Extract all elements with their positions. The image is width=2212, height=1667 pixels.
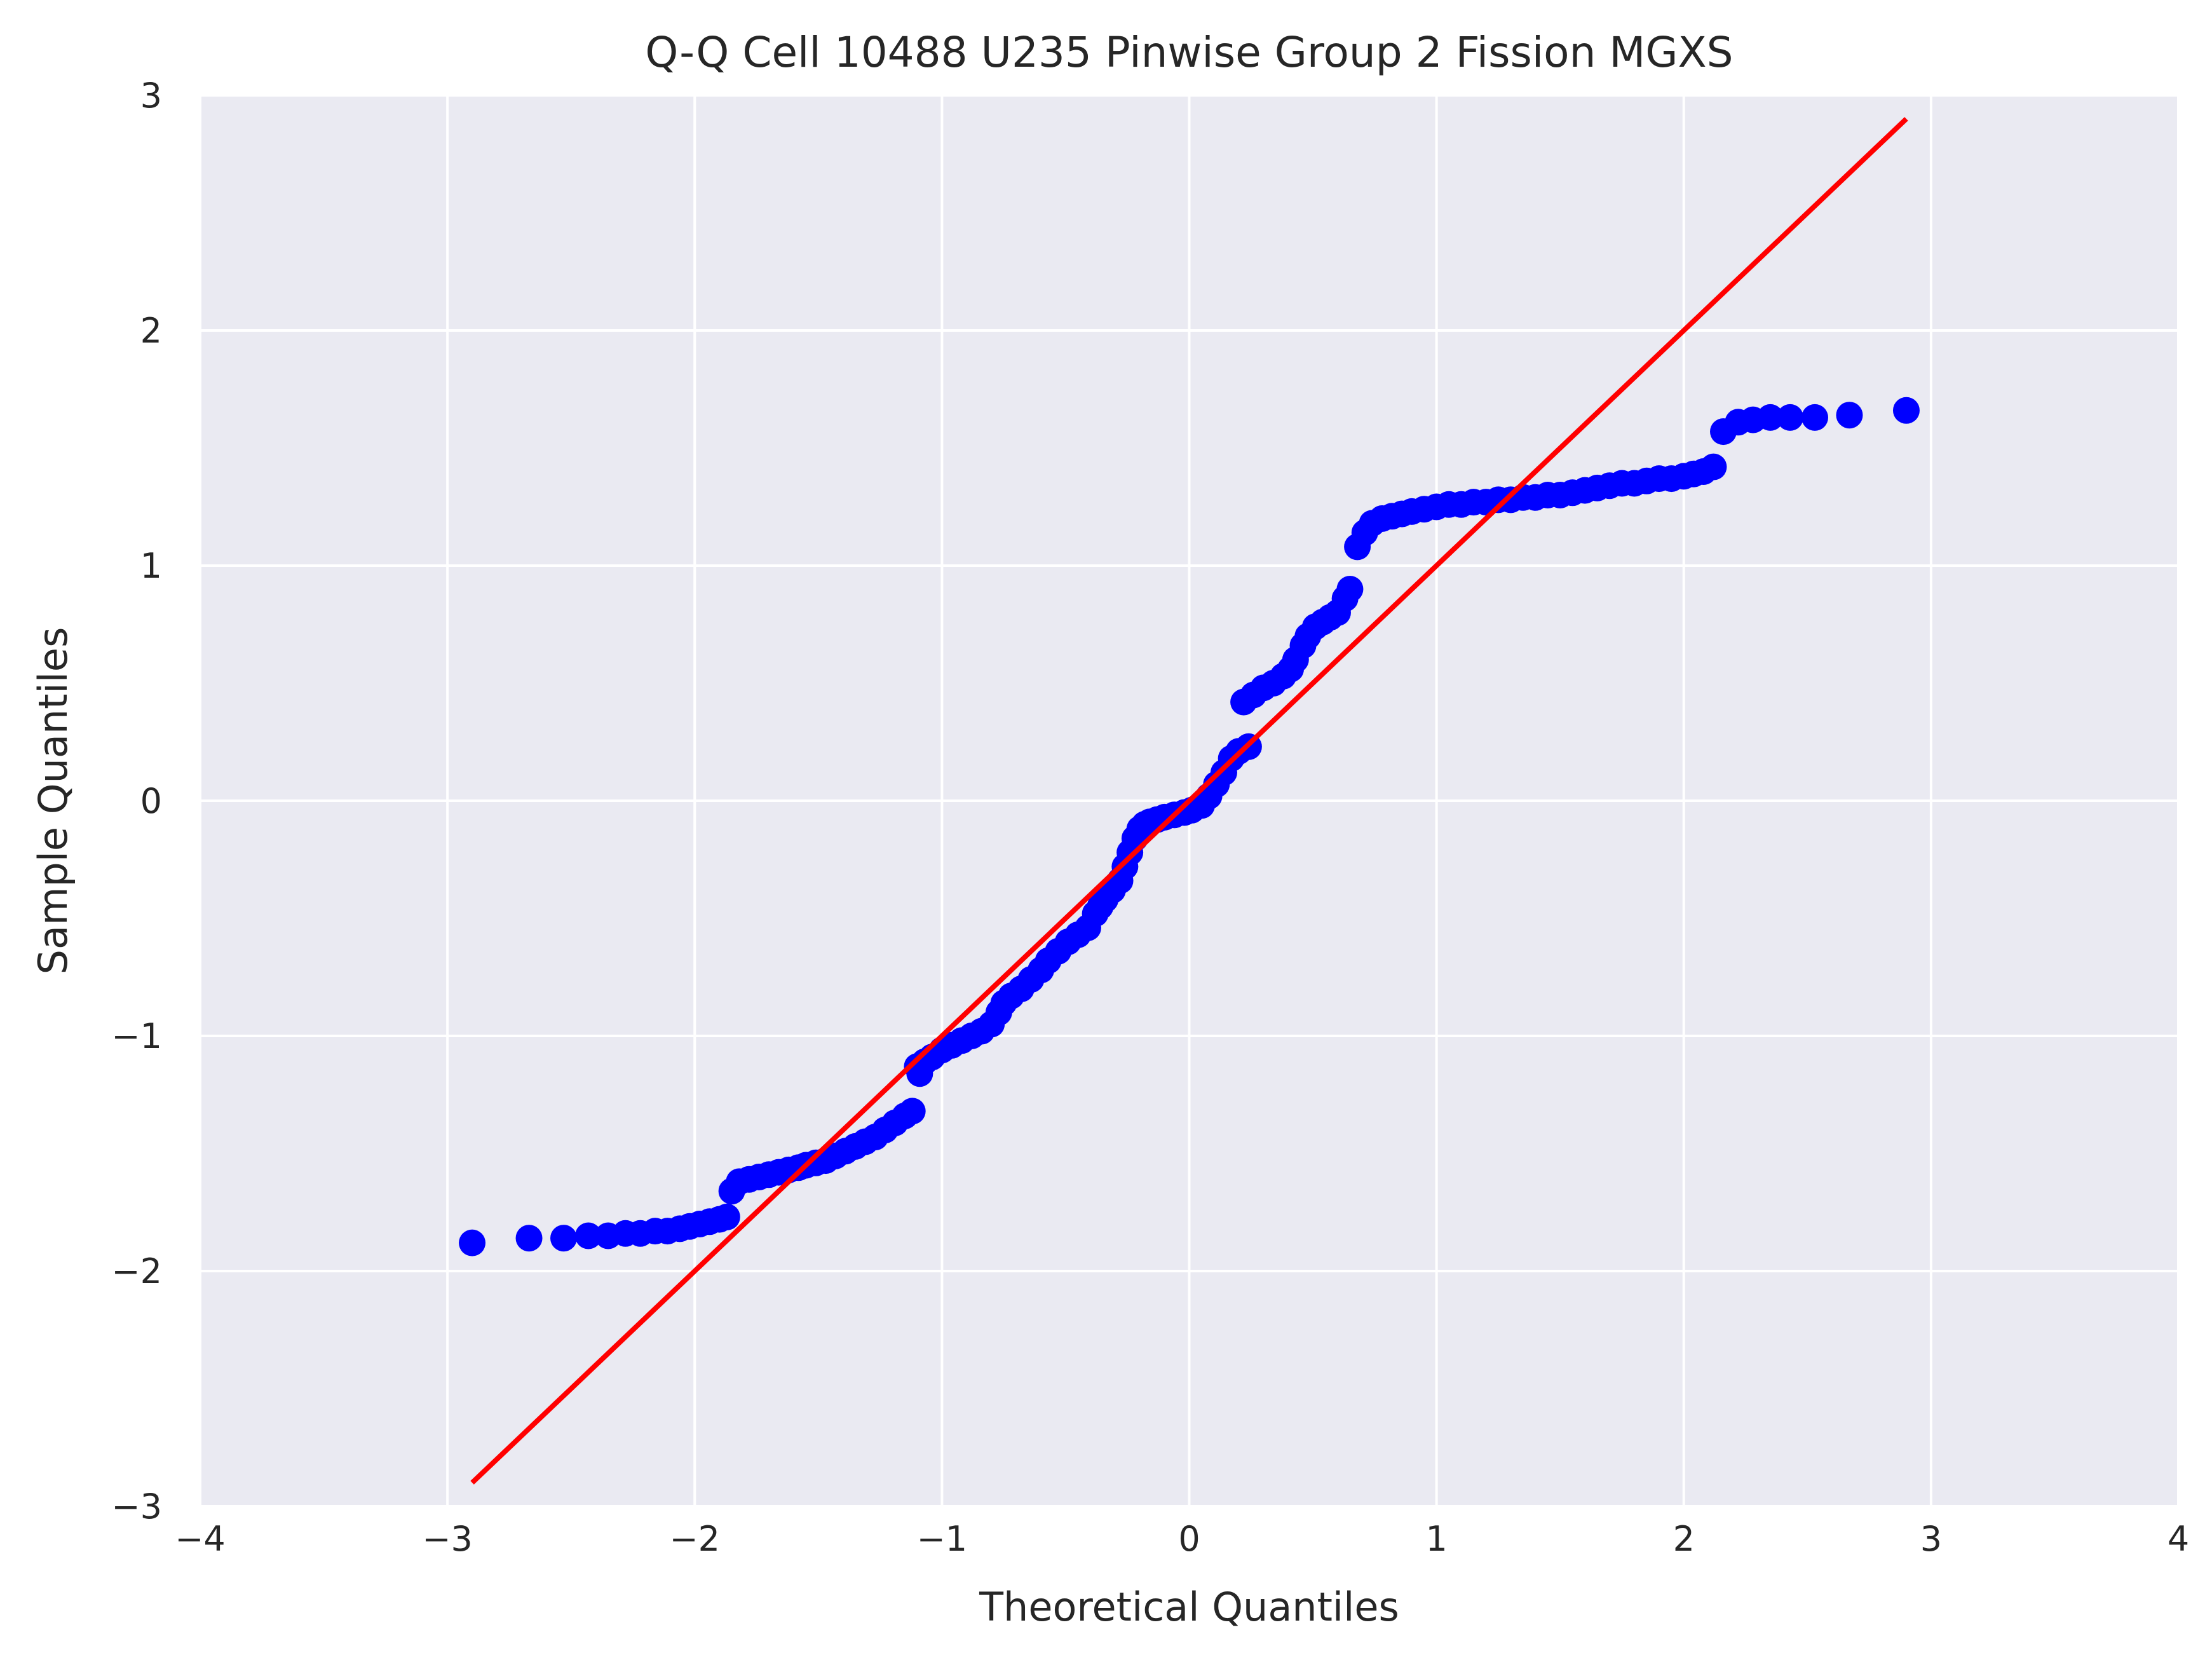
y-tick-label: 0 bbox=[140, 781, 162, 821]
data-point bbox=[550, 1225, 578, 1252]
y-tick-labels: −3 −2 −1 0 1 2 3 bbox=[111, 76, 162, 1527]
grid bbox=[199, 94, 2180, 1507]
x-tick-label: −4 bbox=[175, 1519, 226, 1559]
data-point bbox=[1756, 404, 1784, 431]
data-point bbox=[459, 1229, 486, 1256]
x-tick-label: 0 bbox=[1178, 1519, 1200, 1559]
x-tick-label: −3 bbox=[422, 1519, 473, 1559]
x-tick-label: 4 bbox=[2168, 1519, 2189, 1559]
y-tick-label: 3 bbox=[140, 76, 162, 116]
x-axis-label: Theoretical Quantiles bbox=[979, 1584, 1399, 1630]
reference-line-path bbox=[470, 117, 1908, 1485]
x-tick-label: 3 bbox=[1920, 1519, 1942, 1559]
data-point bbox=[713, 1203, 740, 1230]
chart-title: Q-Q Cell 10488 U235 Pinwise Group 2 Fiss… bbox=[645, 28, 1733, 77]
data-point bbox=[1892, 397, 1920, 424]
x-tick-label: −2 bbox=[669, 1519, 720, 1559]
data-point bbox=[515, 1225, 543, 1252]
y-tick-label: 2 bbox=[140, 311, 162, 351]
y-tick-label: −3 bbox=[111, 1487, 162, 1527]
data-point bbox=[899, 1098, 926, 1125]
y-tick-label: 1 bbox=[140, 546, 162, 586]
x-tick-labels: −4 −3 −2 −1 0 1 2 3 4 bbox=[175, 1519, 2189, 1559]
data-point bbox=[1836, 402, 1863, 429]
y-tick-label: −1 bbox=[111, 1016, 162, 1056]
x-tick-label: 2 bbox=[1673, 1519, 1695, 1559]
y-tick-label: −2 bbox=[111, 1251, 162, 1291]
data-point bbox=[1336, 576, 1364, 602]
y-axis-label: Sample Quantiles bbox=[30, 627, 76, 975]
reference-line bbox=[470, 117, 1908, 1485]
data-point bbox=[1700, 453, 1727, 480]
x-tick-label: 1 bbox=[1425, 1519, 1447, 1559]
data-point bbox=[1801, 404, 1828, 431]
data-point bbox=[1777, 404, 1804, 431]
x-tick-label: −1 bbox=[917, 1519, 968, 1559]
data-point bbox=[574, 1222, 602, 1249]
